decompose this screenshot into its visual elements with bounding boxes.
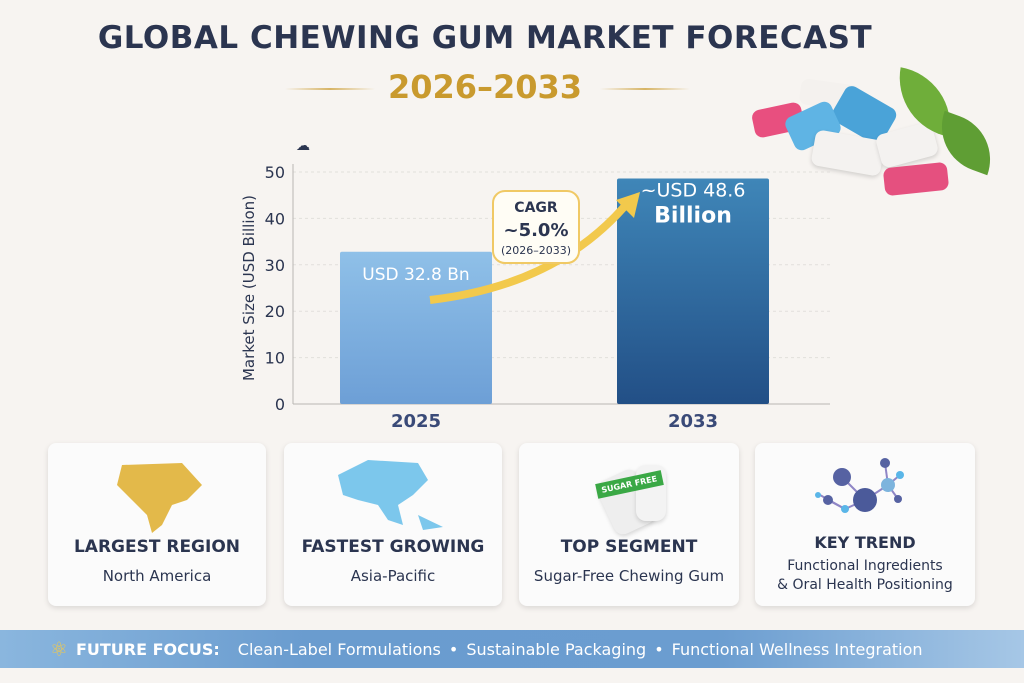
card-value: North America bbox=[102, 567, 212, 585]
cagr-box bbox=[492, 190, 580, 264]
banner-item: Functional Wellness Integration bbox=[671, 639, 923, 659]
growth-arrowhead bbox=[616, 192, 640, 218]
cagr-value: ~5.0% bbox=[503, 220, 568, 241]
y-tick-label: 50 bbox=[265, 163, 285, 182]
banner-label: FUTURE FOCUS: bbox=[75, 639, 220, 659]
card-heading: FASTEST GROWING bbox=[301, 537, 485, 557]
x-tick-label: 2025 bbox=[391, 411, 441, 432]
x-tick-label: 2033 bbox=[668, 411, 718, 432]
future-focus-banner: ⚛ FUTURE FOCUS: Clean-Label Formulations… bbox=[0, 630, 1024, 668]
data-label: USD 32.8 Bn bbox=[362, 265, 469, 285]
molecule-gold-icon: ⚛ bbox=[50, 637, 68, 661]
card-fastest-growing: FASTEST GROWING Asia-Pacific bbox=[284, 443, 502, 606]
chart-logo-icon: ☁ bbox=[296, 138, 310, 154]
cagr-period: (2026–2033) bbox=[501, 244, 571, 257]
y-axis-label: Market Size (USD Billion) bbox=[240, 195, 258, 381]
y-tick-label: 10 bbox=[265, 349, 285, 368]
card-value: Functional Ingredients bbox=[787, 558, 943, 574]
card-value-line2: & Oral Health Positioning bbox=[777, 577, 953, 593]
molecule-icon bbox=[815, 458, 904, 513]
bar-2033 bbox=[617, 178, 769, 404]
card-value: Sugar-Free Chewing Gum bbox=[533, 567, 725, 585]
divider bbox=[285, 88, 375, 90]
bar-chart: 0 10 20 30 40 50 2025 2033 USD 32.8 Bn ~USD 48.6… bbox=[240, 138, 830, 432]
y-tick-label: 0 bbox=[275, 395, 285, 414]
card-value: Asia-Pacific bbox=[350, 567, 436, 585]
divider bbox=[600, 88, 690, 90]
card-top-segment: SUGAR FREE TOP SEGMENT Sugar-Free Chewin… bbox=[519, 443, 739, 606]
banner-item: Sustainable Packaging bbox=[466, 639, 647, 659]
cagr-label: CAGR bbox=[514, 200, 558, 216]
card-key-trend: KEY TREND Functional Ingredients & Oral … bbox=[755, 443, 975, 606]
card-largest-region: LARGEST REGION North America bbox=[48, 443, 266, 606]
sugar-free-gum-icon: SUGAR FREE bbox=[574, 455, 684, 538]
y-tick-label: 20 bbox=[265, 302, 285, 321]
card-heading: TOP SEGMENT bbox=[560, 537, 698, 557]
growth-arrow bbox=[429, 197, 634, 304]
card-heading: LARGEST REGION bbox=[73, 537, 241, 557]
data-label: ~USD 48.6 bbox=[641, 179, 746, 201]
y-tick-label: 40 bbox=[265, 209, 285, 228]
y-tick-label: 30 bbox=[265, 256, 285, 275]
data-label: Billion bbox=[654, 203, 732, 228]
banner-item: Clean-Label Formulations bbox=[237, 639, 441, 659]
card-heading: KEY TREND bbox=[814, 533, 916, 552]
page-subtitle: 2026–2033 bbox=[387, 68, 583, 106]
asia-pacific-map-icon bbox=[338, 460, 443, 530]
north-america-map-icon bbox=[117, 463, 202, 533]
bar-2025 bbox=[340, 251, 492, 404]
page-title: GLOBAL CHEWING GUM MARKET FORECAST bbox=[97, 20, 873, 56]
